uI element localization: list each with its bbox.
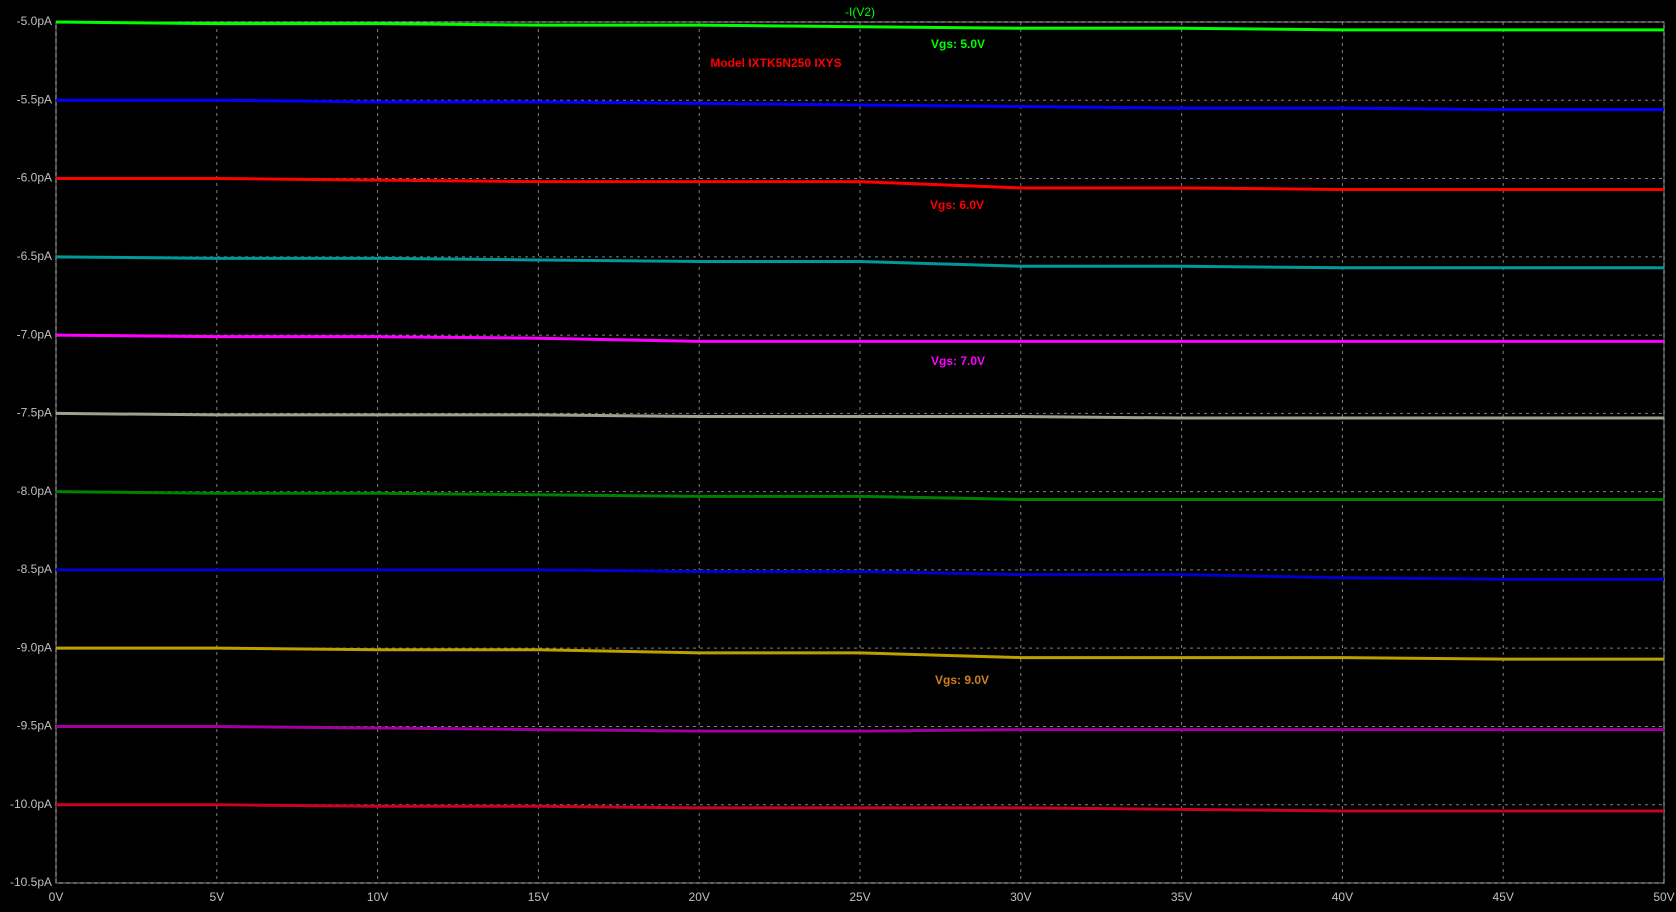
y-tick-label: -6.0pA [17, 171, 52, 185]
trace [56, 98, 1664, 112]
trace [55, 490, 1664, 501]
trace [56, 724, 1664, 733]
y-tick-label: -10.5pA [10, 875, 52, 889]
trace [55, 411, 1664, 420]
x-tick-label: 35V [1171, 890, 1192, 904]
x-tick-label: 15V [528, 890, 549, 904]
y-tick-label: -5.0pA [17, 14, 52, 28]
y-tick-label: -9.0pA [17, 640, 52, 654]
y-tick-label: -10.0pA [10, 797, 52, 811]
annotation: Model IXTK5N250 IXYS [710, 56, 841, 70]
annotation: Vgs: 6.0V [930, 198, 984, 212]
x-tick-label: 5V [209, 890, 224, 904]
y-tick-label: -5.5pA [17, 92, 52, 106]
x-tick-label: 50V [1653, 890, 1674, 904]
y-tick-label: -8.5pA [17, 562, 52, 576]
chart-title: -I(V2) [845, 5, 875, 19]
x-tick-label: 30V [1010, 890, 1031, 904]
x-tick-label: 10V [367, 890, 388, 904]
annotation: Vgs: 5.0V [931, 37, 985, 51]
trace [56, 568, 1664, 581]
y-tick-label: -7.0pA [17, 327, 52, 341]
y-tick-label: -7.5pA [17, 406, 52, 420]
trace [55, 255, 1664, 270]
trace [56, 646, 1664, 661]
trace [55, 333, 1664, 343]
y-tick-label: -9.5pA [17, 719, 52, 733]
x-tick-label: 45V [1493, 890, 1514, 904]
annotation: Vgs: 7.0V [931, 354, 985, 368]
trace [56, 177, 1664, 192]
y-tick-label: -8.0pA [17, 484, 52, 498]
x-tick-label: 40V [1332, 890, 1353, 904]
x-tick-label: 25V [849, 890, 870, 904]
y-tick-label: -6.5pA [17, 249, 52, 263]
annotation: Vgs: 9.0V [935, 673, 989, 687]
x-tick-label: 0V [49, 890, 64, 904]
trace [55, 20, 1664, 32]
trace [56, 803, 1664, 813]
x-tick-label: 20V [689, 890, 710, 904]
